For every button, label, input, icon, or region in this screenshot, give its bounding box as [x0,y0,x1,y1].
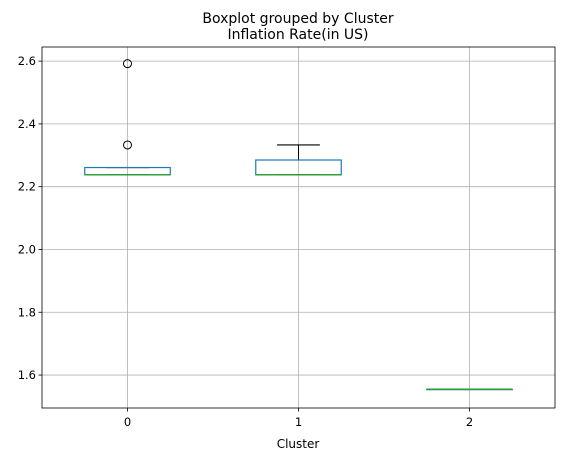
axis-layer: 1.6 1.8 2.0 2.2 2.4 2.6 0 1 2 [18,46,556,429]
y-tick-label: 2.6 [18,54,36,68]
y-tick-label: 2.0 [18,242,36,256]
plot-layer [84,59,513,391]
axes-frame [41,46,556,409]
x-tick-label: 1 [295,415,302,429]
chart-title: Inflation Rate(in US) [227,27,368,43]
outlier-point [123,59,132,69]
y-tick-label: 2.4 [18,117,36,131]
box-group-1 [255,144,342,176]
box-group-0 [84,59,171,176]
x-axis-label: Cluster [277,437,320,451]
outlier-point [123,140,132,150]
y-tick-label: 2.2 [18,180,36,194]
x-tick-label: 0 [124,415,131,429]
x-tick-label: 2 [466,415,473,429]
grid-layer [42,47,555,408]
y-tick-label: 1.6 [18,368,36,382]
chart-suptitle: Boxplot grouped by Cluster [202,11,393,27]
box-group-2 [426,388,513,391]
y-tick-label: 1.8 [18,305,36,319]
